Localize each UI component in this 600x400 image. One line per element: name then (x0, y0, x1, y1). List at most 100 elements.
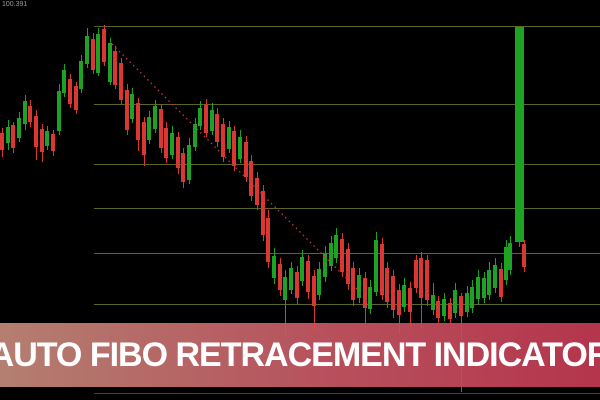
wick-through-banner (410, 323, 411, 326)
candle-body (23, 101, 27, 124)
candle-body (380, 244, 384, 295)
wick-through-banner (399, 323, 400, 334)
price-label: 100.391 (2, 1, 28, 8)
candle-body (357, 275, 361, 298)
candle-body (351, 268, 355, 300)
candle-body (522, 244, 526, 267)
candle-body (289, 268, 293, 290)
wick-through-banner (421, 323, 422, 330)
candle-body (153, 106, 157, 129)
candle-body (346, 249, 350, 284)
candle-body (147, 117, 151, 140)
fib-level-line (94, 208, 600, 209)
candle-body (193, 124, 197, 147)
wick-through-banner (438, 323, 439, 324)
candle-body (436, 301, 440, 318)
candle-body (431, 295, 435, 310)
candle-body (108, 43, 112, 82)
candle-body (181, 153, 185, 182)
candle-body (62, 70, 66, 93)
candle-body (17, 118, 21, 138)
candle-body (425, 260, 429, 300)
candle-body (317, 269, 321, 295)
candle-body (408, 288, 412, 312)
candle-body (306, 261, 310, 292)
candle-body (6, 127, 10, 143)
candle-body (45, 131, 49, 146)
candle-body (96, 34, 100, 73)
wick-through-banner (285, 323, 286, 334)
candle-body (508, 243, 512, 270)
candle-body (51, 134, 55, 151)
candle-body (227, 127, 231, 149)
candle-body (91, 39, 95, 70)
candle-body (40, 129, 44, 152)
candle-body (374, 240, 378, 292)
promo-banner (0, 323, 600, 387)
candle-body (198, 108, 202, 126)
candle-body (142, 122, 146, 155)
candle-body (159, 109, 163, 148)
candle-body (164, 128, 168, 158)
candle-body (102, 29, 106, 62)
candle-body (249, 161, 253, 196)
candle-body (28, 106, 32, 122)
candle-body (329, 243, 333, 266)
candle-body (266, 218, 270, 262)
candle-body (340, 239, 344, 272)
candle-body (493, 265, 497, 288)
candle-body (170, 133, 174, 155)
candle-body (476, 277, 480, 299)
fib-level-line (94, 304, 600, 305)
candle-body (176, 137, 180, 168)
candle-body (113, 51, 117, 85)
wick-through-banner (365, 323, 366, 328)
candle-body (232, 131, 236, 166)
candle-body (125, 90, 129, 130)
candle-body (68, 79, 72, 104)
candle-body (210, 110, 214, 131)
candle-body (283, 277, 287, 300)
candle-body (368, 287, 372, 309)
candle-body (385, 268, 389, 302)
wick-through-banner (314, 323, 315, 331)
wick-through-banner (461, 323, 462, 392)
candle-body (34, 116, 38, 147)
fib-level-line (94, 164, 600, 165)
candle-body (74, 86, 78, 110)
candle-body (465, 293, 469, 312)
candle-body (448, 303, 452, 319)
candle-body (0, 133, 4, 150)
candle-body (397, 290, 401, 315)
candle-body (215, 114, 219, 142)
fib-level-line (94, 104, 600, 105)
candle-body (453, 290, 457, 313)
candle-body (504, 247, 508, 280)
candle-body (244, 142, 248, 177)
wick-through-banner (450, 323, 451, 325)
candle-body (391, 276, 395, 310)
candle-body (312, 276, 316, 306)
candle-wick (285, 270, 286, 334)
candle-body (79, 61, 83, 89)
candle-body (459, 296, 463, 316)
candle-body (85, 36, 89, 64)
candle-body (363, 278, 367, 308)
candle-body (402, 285, 406, 307)
candle-body (482, 278, 486, 298)
candle-body (278, 264, 282, 290)
fib-level-line (94, 26, 600, 27)
candle-body (255, 178, 259, 205)
candle-body (487, 270, 491, 295)
candle-body (204, 105, 208, 133)
candle-body (261, 191, 265, 235)
candle-body (295, 272, 299, 298)
candle-body (221, 124, 225, 157)
candle-body (470, 287, 474, 308)
candle-body (136, 103, 140, 140)
candle-body (238, 137, 242, 159)
candle-body (57, 91, 61, 131)
candle-body (499, 269, 503, 297)
